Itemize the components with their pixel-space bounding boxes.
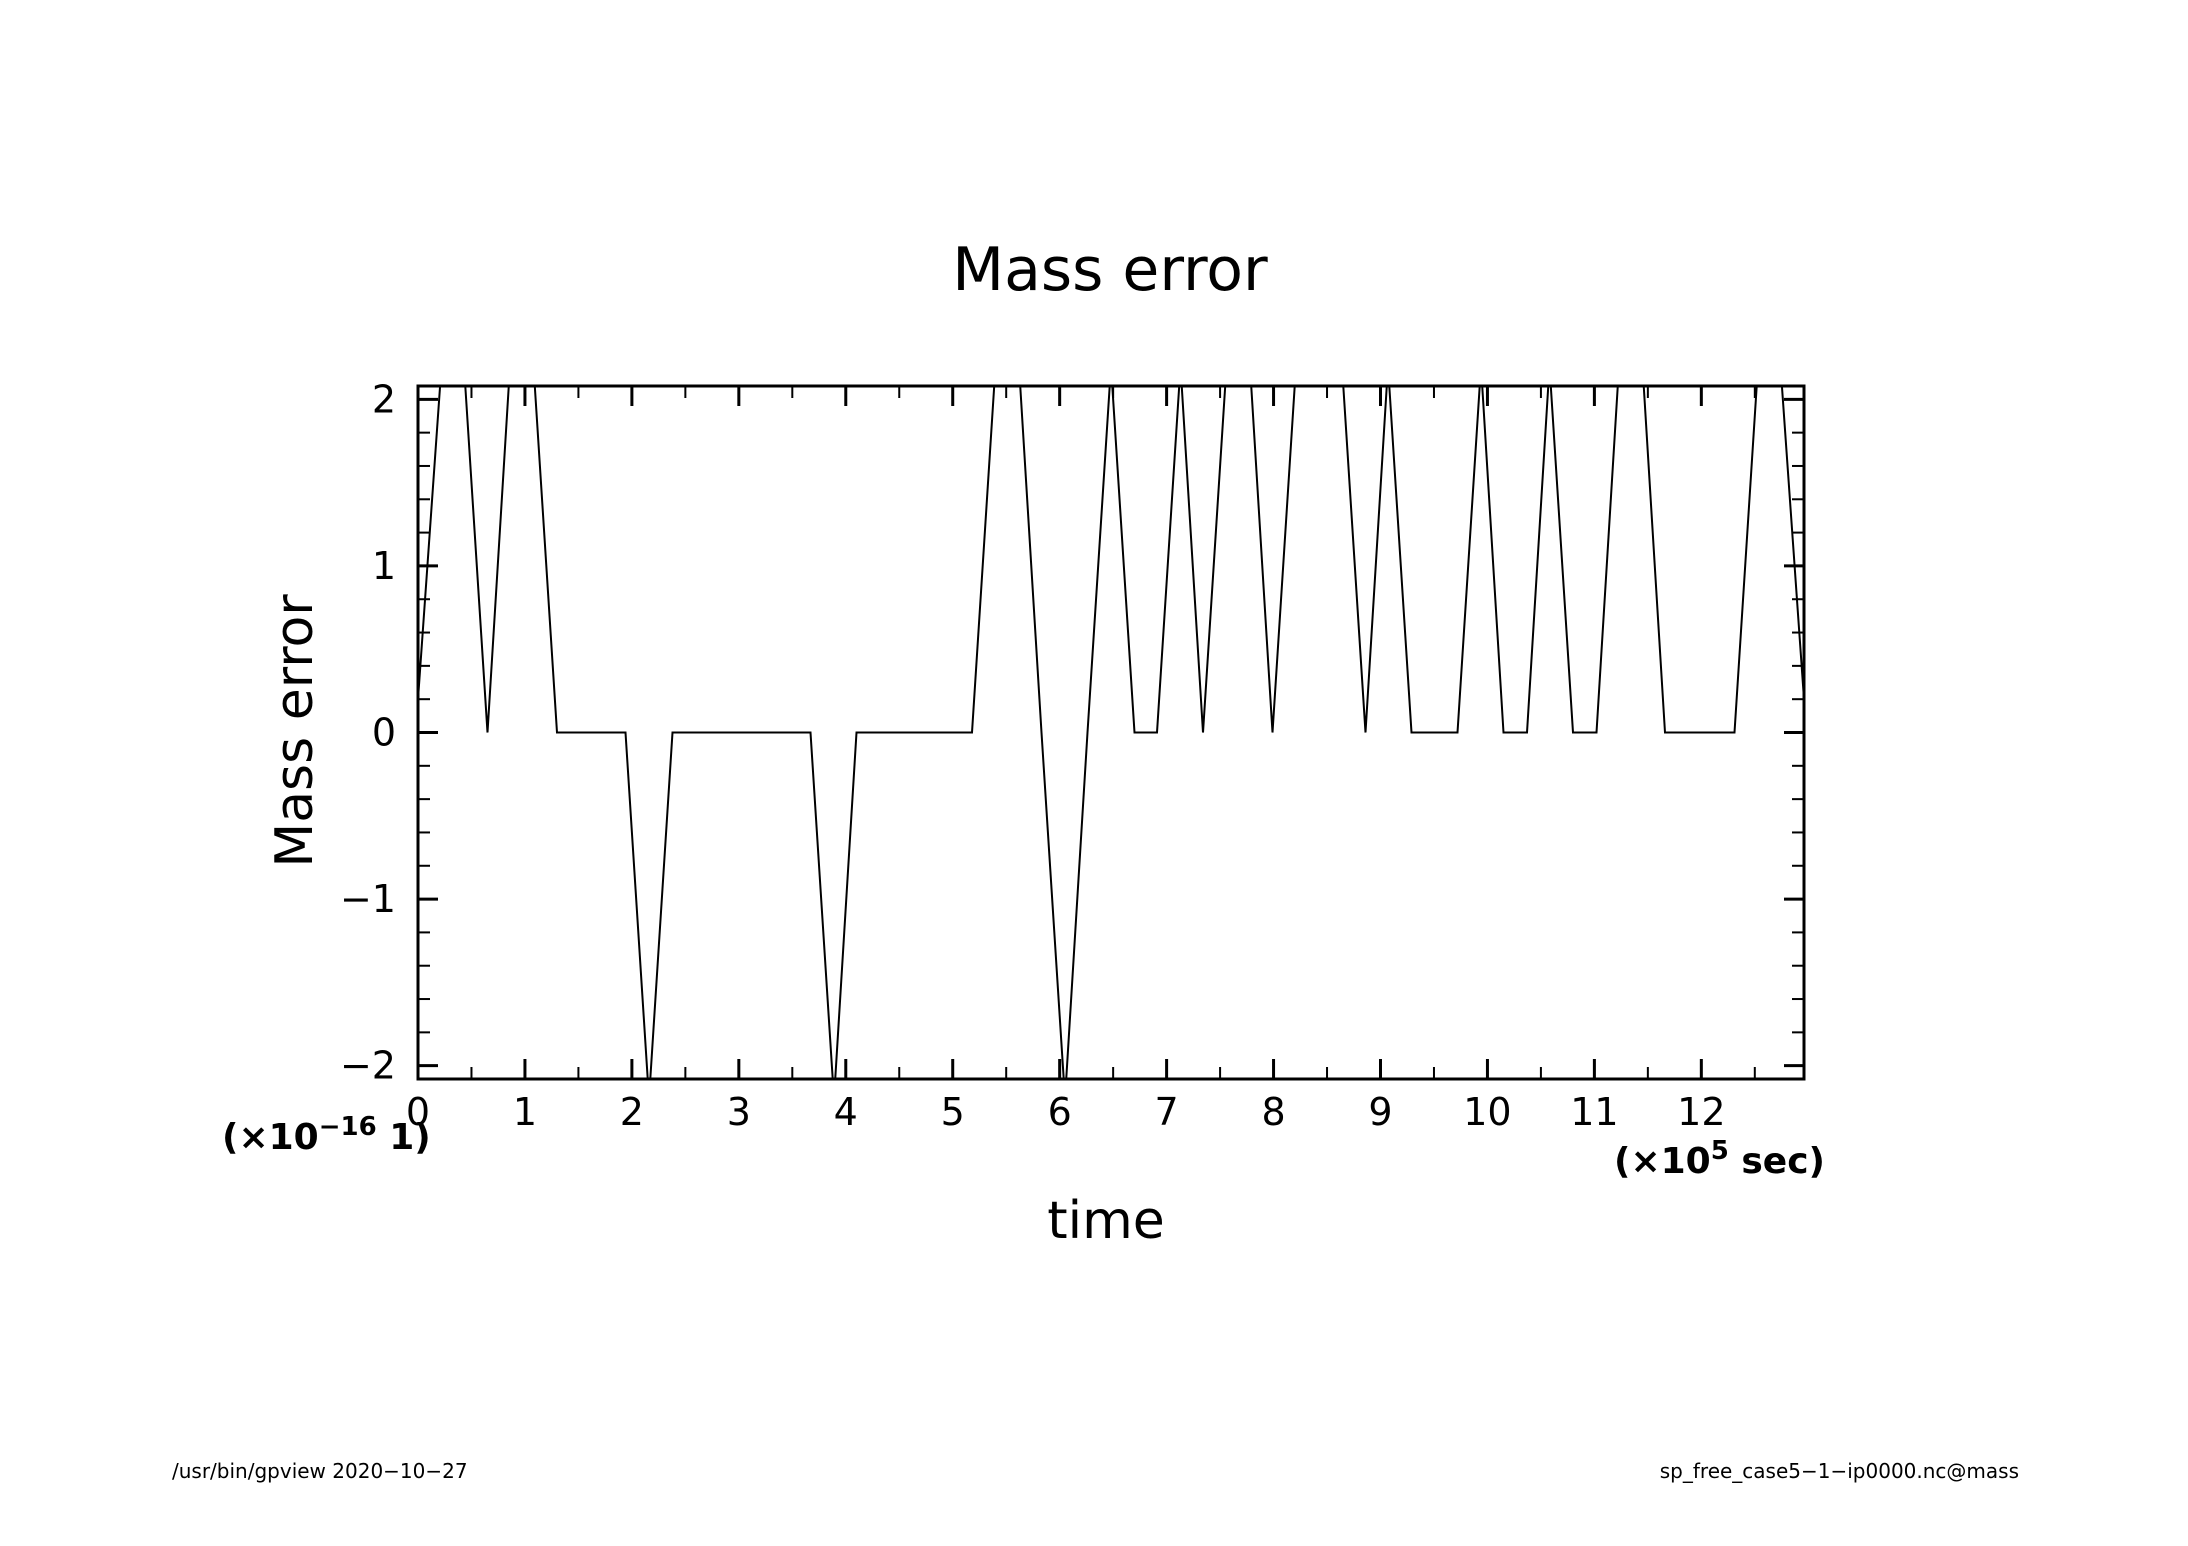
y-axis-title: Mass error xyxy=(265,594,325,868)
x-tick-label: 4 xyxy=(834,1090,858,1134)
x-tick-label: 6 xyxy=(1048,1090,1072,1134)
x-tick-label: 9 xyxy=(1368,1090,1392,1134)
series-line-0 xyxy=(418,386,1804,1079)
y-tick-label: −2 xyxy=(340,1044,396,1088)
y-tick-label: 0 xyxy=(372,711,396,755)
x-tick-label: 0 xyxy=(406,1090,430,1134)
x-tick-label: 3 xyxy=(727,1090,751,1134)
x-axis-title: time xyxy=(1047,1191,1164,1251)
x-tick-label: 7 xyxy=(1155,1090,1179,1134)
x-tick-label: 12 xyxy=(1677,1090,1725,1134)
x-tick-label: 2 xyxy=(620,1090,644,1134)
y-axis-scale-label: (×10−16 1) xyxy=(222,1112,431,1158)
x-tick-label: 5 xyxy=(941,1090,965,1134)
x-tick-label: 10 xyxy=(1463,1090,1511,1134)
chart-title: Mass error xyxy=(952,235,1268,305)
footer-program-date: /usr/bin/gpview 2020−10−27 xyxy=(172,1459,468,1483)
x-axis-scale-label: (×105 sec) xyxy=(1614,1136,1825,1182)
x-tick-label: 8 xyxy=(1261,1090,1285,1134)
y-tick-label: 2 xyxy=(372,377,396,421)
y-tick-label: −1 xyxy=(340,877,396,921)
footer-file-name: sp_free_case5−1−ip0000.nc@mass xyxy=(1659,1459,2019,1483)
x-tick-label: 1 xyxy=(513,1090,537,1134)
x-tick-label: 11 xyxy=(1570,1090,1618,1134)
y-tick-label: 1 xyxy=(372,544,396,588)
